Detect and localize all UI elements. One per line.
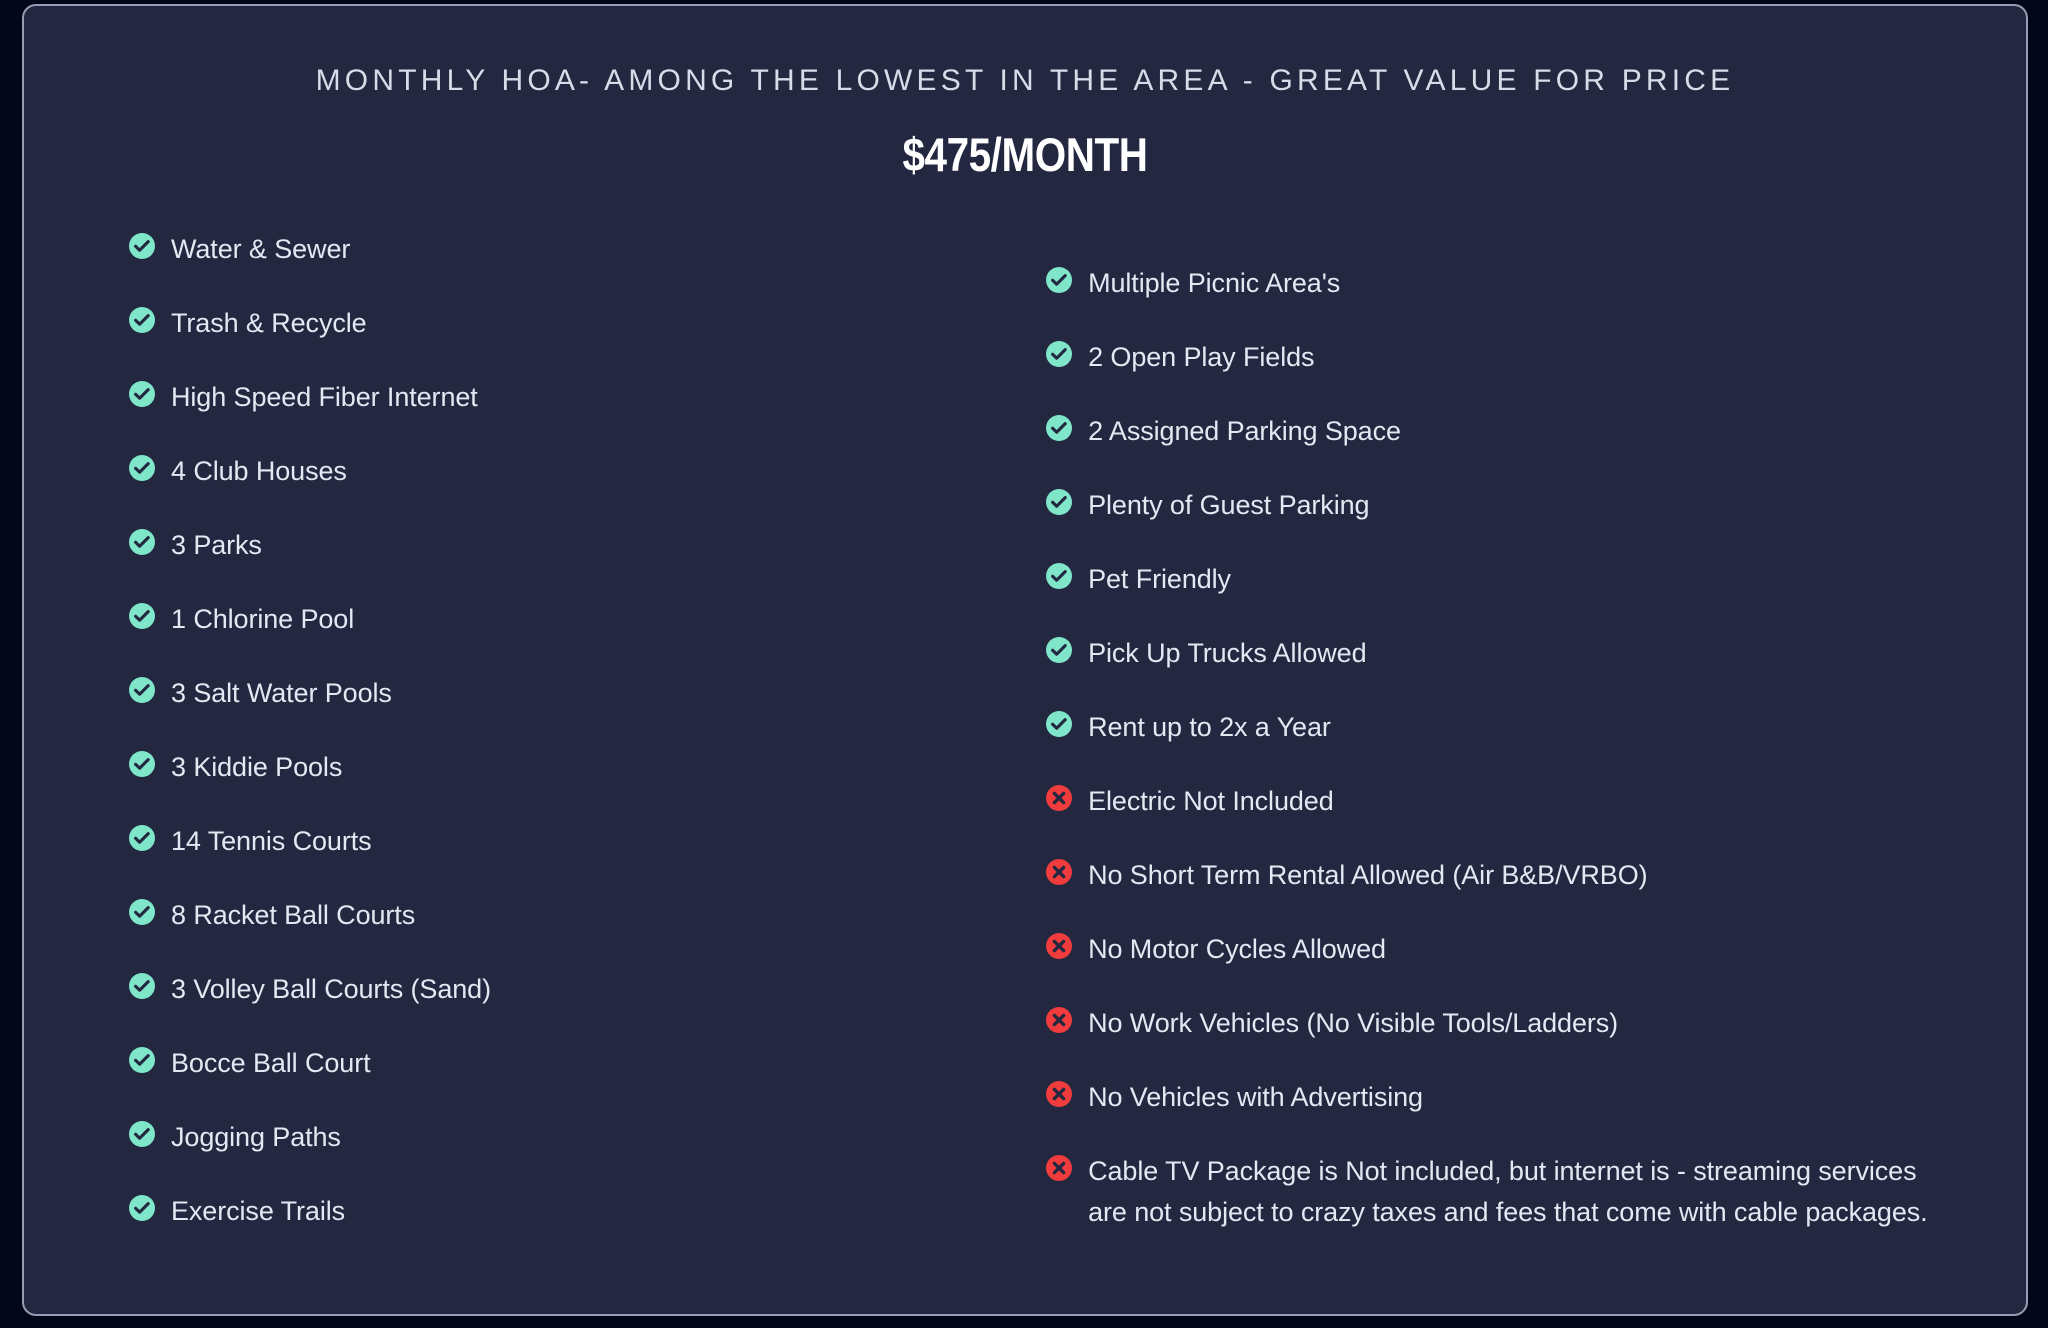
list-item: High Speed Fiber Internet — [129, 377, 1022, 418]
list-item: No Short Term Rental Allowed (Air B&B/VR… — [1046, 855, 2026, 896]
list-item: Bocce Ball Court — [129, 1043, 1022, 1084]
check-circle-icon — [129, 603, 155, 630]
list-item: 4 Club Houses — [129, 451, 1022, 492]
list-item: No Motor Cycles Allowed — [1046, 929, 2026, 970]
price-amount: $475/MONTH — [902, 127, 1148, 181]
check-circle-icon — [129, 899, 155, 926]
list-item: 3 Salt Water Pools — [129, 673, 1022, 714]
check-circle-icon — [1046, 340, 1073, 367]
list-item: Cable TV Package is Not included, but in… — [1046, 1151, 2026, 1233]
left-feature-column: Water & Sewer Trash & Recycle High Speed F… — [24, 229, 1022, 1232]
check-circle-icon — [129, 973, 155, 1000]
list-item-label: 4 Club Houses — [171, 455, 347, 486]
list-item-label: 14 Tennis Courts — [171, 826, 372, 857]
list-item-label: High Speed Fiber Internet — [171, 381, 478, 412]
x-circle-icon — [1046, 1081, 1073, 1108]
list-item: No Vehicles with Advertising — [1046, 1077, 2026, 1118]
check-circle-icon — [129, 1047, 155, 1074]
list-item: 3 Volley Ball Courts (Sand) — [129, 969, 1022, 1010]
list-item: Trash & Recycle — [129, 303, 1022, 344]
list-item-label: 8 Racket Ball Courts — [171, 900, 416, 931]
check-circle-icon — [1046, 414, 1073, 441]
features-columns: Water & Sewer Trash & Recycle High Speed F… — [24, 183, 2026, 1233]
list-item-label: Bocce Ball Court — [171, 1048, 371, 1079]
card-header: MONTHLY HOA- AMONG THE LOWEST IN THE ARE… — [24, 6, 2026, 183]
list-item-label: 3 Volley Ball Courts (Sand) — [171, 974, 491, 1005]
list-item: Jogging Paths — [129, 1117, 1022, 1158]
page-title: MONTHLY HOA- AMONG THE LOWEST IN THE ARE… — [315, 64, 1735, 97]
list-item-label: Cable TV Package is Not included, but in… — [1088, 1156, 1928, 1228]
list-item: Plenty of Guest Parking — [1046, 485, 2026, 526]
check-circle-icon — [129, 306, 155, 333]
list-item-label: 3 Parks — [171, 530, 262, 561]
list-item-label: Exercise Trails — [171, 1196, 346, 1227]
check-circle-icon — [129, 232, 155, 259]
list-item: 3 Kiddie Pools — [129, 747, 1022, 788]
list-item: Exercise Trails — [129, 1191, 1022, 1232]
list-item: No Work Vehicles (No Visible Tools/Ladde… — [1046, 1003, 2026, 1044]
check-circle-icon — [129, 751, 155, 778]
check-circle-icon — [1046, 488, 1073, 515]
list-item: 3 Parks — [129, 525, 1022, 566]
list-item-label: 3 Salt Water Pools — [171, 678, 392, 709]
list-item: 2 Open Play Fields — [1046, 337, 2026, 378]
list-item: 2 Assigned Parking Space — [1046, 411, 2026, 452]
list-item: 1 Chlorine Pool — [129, 599, 1022, 640]
x-circle-icon — [1046, 785, 1073, 812]
check-circle-icon — [129, 1195, 155, 1222]
check-circle-icon — [129, 677, 155, 704]
check-circle-icon — [129, 529, 155, 556]
check-circle-icon — [1046, 637, 1073, 664]
check-circle-icon — [129, 454, 155, 481]
right-feature-column: Multiple Picnic Area's 2 Open Play Fields… — [1022, 229, 2026, 1233]
check-circle-icon — [129, 1121, 155, 1148]
list-item-label: Pet Friendly — [1088, 564, 1231, 595]
x-circle-icon — [1046, 1007, 1073, 1034]
x-circle-icon — [1046, 1155, 1073, 1182]
list-item-label: Multiple Picnic Area's — [1088, 267, 1341, 298]
list-item-label: Pick Up Trucks Allowed — [1088, 638, 1367, 669]
list-item-label: Electric Not Included — [1088, 786, 1334, 817]
list-item-label: Trash & Recycle — [171, 307, 367, 338]
check-circle-icon — [1046, 563, 1073, 590]
list-item-label: 3 Kiddie Pools — [171, 752, 343, 783]
list-item-label: 2 Open Play Fields — [1088, 341, 1315, 372]
x-circle-icon — [1046, 933, 1073, 960]
list-item-label: Water & Sewer — [171, 233, 351, 264]
list-item: 14 Tennis Courts — [129, 821, 1022, 862]
check-circle-icon — [1046, 266, 1073, 293]
hoa-info-card: MONTHLY HOA- AMONG THE LOWEST IN THE ARE… — [22, 4, 2028, 1316]
list-item-label: Rent up to 2x a Year — [1088, 712, 1331, 743]
check-circle-icon — [1046, 711, 1073, 738]
rules-and-restrictions-list: Multiple Picnic Area's 2 Open Play Fields… — [1046, 263, 2026, 1233]
list-item: Pick Up Trucks Allowed — [1046, 633, 2026, 674]
list-item: Rent up to 2x a Year — [1046, 707, 2026, 748]
list-item: Pet Friendly — [1046, 559, 2026, 600]
list-item-label: Plenty of Guest Parking — [1088, 489, 1370, 520]
list-item-label: Jogging Paths — [171, 1122, 341, 1153]
list-item-label: No Motor Cycles Allowed — [1088, 934, 1386, 965]
list-item-label: 1 Chlorine Pool — [171, 604, 355, 635]
list-item: Electric Not Included — [1046, 781, 2026, 822]
list-item: Multiple Picnic Area's — [1046, 263, 2026, 304]
included-amenities-list: Water & Sewer Trash & Recycle High Speed F… — [129, 229, 1022, 1232]
check-circle-icon — [129, 825, 155, 852]
x-circle-icon — [1046, 859, 1073, 886]
list-item-label: No Work Vehicles (No Visible Tools/Ladde… — [1088, 1008, 1619, 1039]
list-item-label: 2 Assigned Parking Space — [1088, 415, 1401, 446]
check-circle-icon — [129, 380, 155, 407]
list-item: 8 Racket Ball Courts — [129, 895, 1022, 936]
list-item: Water & Sewer — [129, 229, 1022, 270]
list-item-label: No Vehicles with Advertising — [1088, 1082, 1423, 1113]
list-item-label: No Short Term Rental Allowed (Air B&B/VR… — [1088, 860, 1648, 891]
